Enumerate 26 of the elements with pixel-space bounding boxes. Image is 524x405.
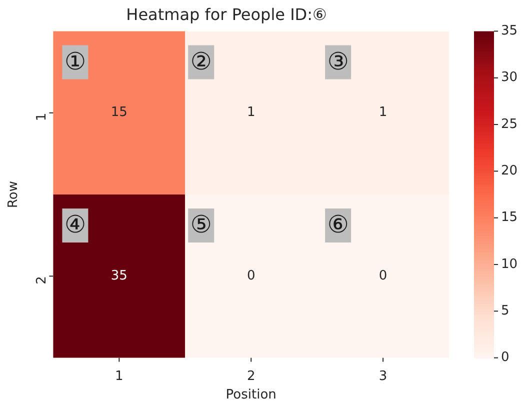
annotation: ① (64, 47, 86, 76)
color-bar-label: 30 (501, 70, 518, 86)
x-axis-title: Position (226, 388, 276, 403)
chart-title: Heatmap for People ID:⑥ (126, 4, 327, 24)
annotation: ⑤ (190, 210, 212, 239)
data-label: 1 (378, 105, 388, 120)
color-bar-label: 0 (501, 350, 510, 366)
annotation: ⑥ (327, 210, 349, 239)
x-tick-label: 2 (246, 368, 256, 384)
data-label: 1 (246, 105, 256, 120)
color-bar-label: 10 (501, 256, 518, 272)
x-tick-label: 3 (378, 368, 388, 384)
data-label: 15 (110, 105, 128, 120)
data-label: 0 (246, 268, 256, 284)
color-bar-label: 25 (501, 116, 518, 132)
y-axis-title: Row (6, 180, 22, 208)
data-label: 35 (110, 268, 128, 284)
color-bar-label: 35 (501, 24, 518, 39)
color-bar-label: 15 (501, 210, 518, 226)
color-bar-label: 5 (501, 304, 510, 319)
x-tick-label: 1 (115, 368, 124, 384)
annotation: ③ (327, 47, 349, 76)
color-bar-label: 20 (501, 164, 518, 179)
annotation: ④ (64, 210, 86, 239)
data-label: 0 (378, 268, 388, 284)
annotation: ② (190, 47, 212, 76)
